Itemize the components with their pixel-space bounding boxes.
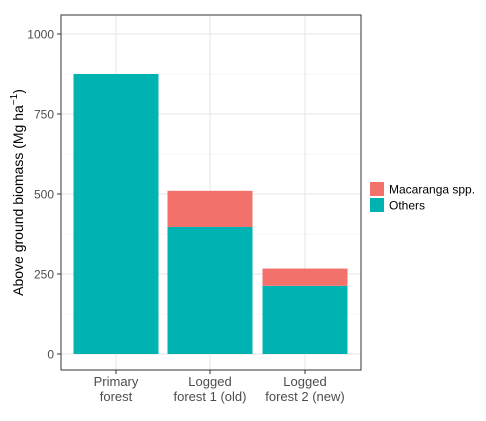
x-tick-label-line: Logged [188,374,231,389]
x-tick-label-line: forest 1 (old) [174,389,247,404]
x-tick-label: Logged forest 2 (new) [265,374,344,404]
x-tick-label-line: Logged [283,374,326,389]
x-tick-label: Logged forest 1 (old) [174,374,247,404]
bar-macaranga-spp [262,268,348,286]
x-tick-label-line: forest 2 (new) [265,389,344,404]
bar-others [167,226,253,354]
y-tick-label: 750 [34,108,54,122]
y-tick-label: 500 [34,188,54,202]
plot-border [60,14,362,371]
bar-others [262,285,348,354]
y-tick-label: 0 [47,348,54,362]
bar-others [73,74,159,354]
legend-key-others [370,198,384,212]
x-tick-label-line: forest [100,389,133,404]
y-axis-title-main: Above ground biomass (Mg ha [10,105,26,296]
legend-key-macaranga-spp [370,182,384,196]
legend: Macaranga spp. Others [370,182,475,213]
legend-label-others: Others [389,199,425,213]
x-tick-label-line: Primary [94,374,139,389]
bars [73,74,348,354]
y-axis: 0 250 500 750 1000 [27,28,61,362]
y-axis-title-close: ) [10,89,26,94]
bar-macaranga-spp [167,190,253,227]
legend-label-macaranga-spp: Macaranga spp. [389,183,475,197]
y-tick-label: 250 [34,268,54,282]
y-tick-label: 1000 [27,28,54,42]
y-axis-title-superscript: −1 [9,93,20,105]
y-axis-title: Above ground biomass (Mg ha−1) [9,89,26,296]
x-tick-label: Primary forest [94,374,139,404]
